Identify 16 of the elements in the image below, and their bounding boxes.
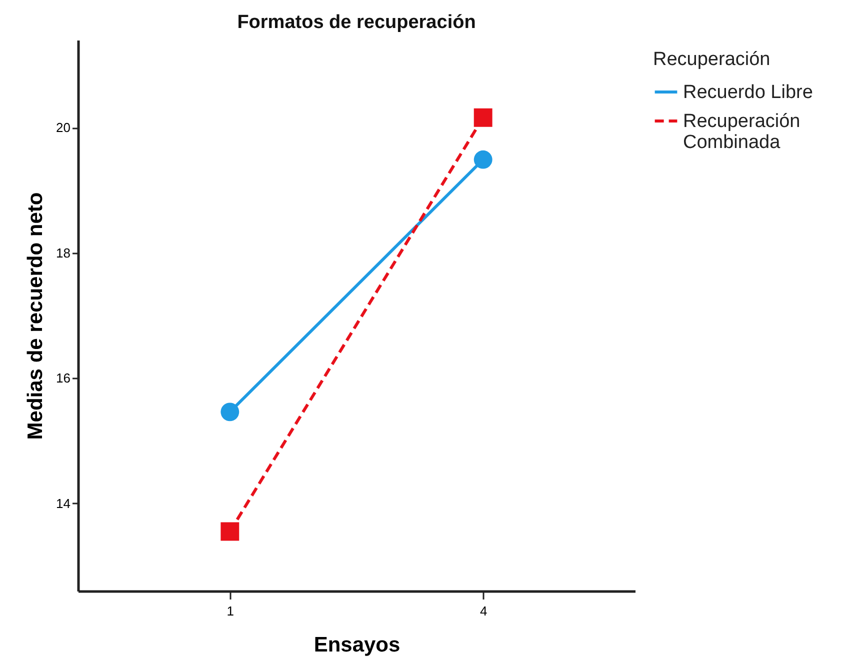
- y-tick-label: 18: [56, 245, 70, 260]
- y-tick-label: 16: [56, 370, 70, 386]
- x-tick-label: 4: [480, 604, 488, 618]
- legend-label: Recuperación Combinada: [683, 111, 800, 153]
- point: [220, 402, 240, 422]
- x-axis-title: Ensayos: [314, 634, 400, 656]
- legend-label: Recuerdo Libre: [683, 82, 813, 103]
- point: [220, 522, 240, 541]
- point: [474, 108, 492, 127]
- y-tick-label: 20: [56, 120, 70, 136]
- y-axis-title: Medias de recuerdo neto: [24, 192, 48, 440]
- chart-title: Formatos de recuperación: [237, 12, 476, 33]
- legend-title: Recuperación: [653, 49, 770, 70]
- y-tick-label: 14: [56, 496, 70, 511]
- x-tick-label: 1: [226, 604, 234, 618]
- point: [474, 150, 492, 169]
